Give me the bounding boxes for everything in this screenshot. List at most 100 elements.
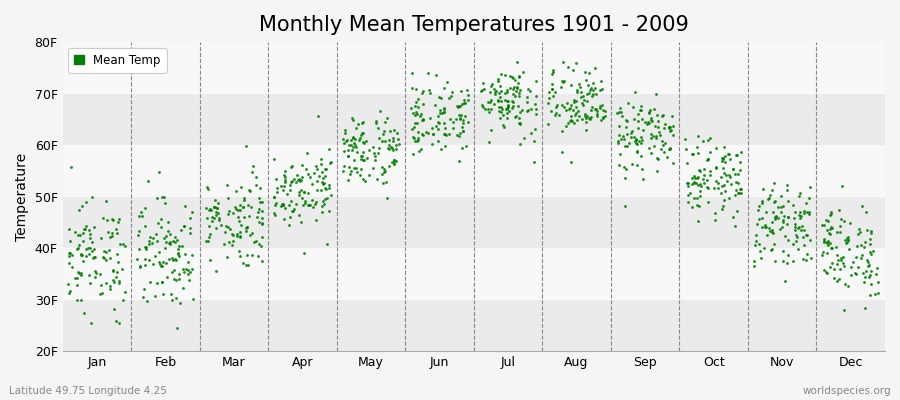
Point <box>631 111 645 118</box>
Point <box>239 252 254 258</box>
Point <box>843 264 858 270</box>
Point <box>345 147 359 154</box>
Point <box>70 244 85 251</box>
Point <box>313 156 328 162</box>
Point <box>425 141 439 148</box>
Point <box>634 107 648 114</box>
Point <box>338 126 353 133</box>
Point <box>508 93 522 99</box>
Point <box>778 232 792 239</box>
Point <box>62 259 77 266</box>
Point <box>628 136 643 142</box>
Point <box>275 202 290 208</box>
Point <box>239 224 254 230</box>
Point <box>310 113 325 119</box>
Point <box>445 89 459 96</box>
Point <box>171 250 185 256</box>
Point <box>391 130 405 136</box>
Point <box>822 230 836 236</box>
Point <box>236 204 250 210</box>
Point <box>317 201 331 207</box>
Point <box>484 127 499 134</box>
Point <box>431 94 446 100</box>
Point <box>491 78 506 84</box>
Point <box>455 128 470 135</box>
Point <box>316 181 330 187</box>
Point <box>477 86 491 92</box>
Point <box>824 209 839 216</box>
Point <box>207 204 221 210</box>
Point <box>61 226 76 232</box>
Point <box>630 149 644 156</box>
Point <box>229 203 243 210</box>
Point <box>778 213 792 219</box>
Point <box>500 115 515 121</box>
Point <box>76 226 91 232</box>
Point <box>714 190 728 196</box>
Point <box>657 148 671 155</box>
Point <box>830 229 844 236</box>
Point <box>755 214 770 221</box>
Point <box>103 234 117 240</box>
Point <box>799 257 814 264</box>
Point <box>324 159 338 165</box>
Point <box>301 190 315 196</box>
Point <box>406 110 420 117</box>
Point <box>296 250 310 256</box>
Point <box>697 180 711 186</box>
Point <box>79 199 94 206</box>
Point <box>588 64 602 71</box>
Point <box>172 276 186 282</box>
Point <box>491 108 506 115</box>
Point <box>377 169 392 176</box>
Point <box>617 143 632 150</box>
Point <box>837 281 851 288</box>
Point <box>166 238 180 244</box>
Point <box>245 169 259 175</box>
Point <box>356 119 370 126</box>
Point <box>85 239 99 246</box>
Point <box>546 67 561 74</box>
Point <box>435 110 449 116</box>
Point <box>232 234 247 240</box>
Point <box>362 172 376 178</box>
Point <box>644 131 658 137</box>
Point <box>269 200 284 206</box>
Point <box>255 258 269 264</box>
Point <box>454 101 469 108</box>
Point <box>164 291 178 297</box>
Point <box>663 127 678 133</box>
Point <box>155 194 169 200</box>
Point <box>711 185 725 191</box>
Point <box>556 77 571 84</box>
Point <box>446 124 460 131</box>
Title: Monthly Mean Temperatures 1901 - 2009: Monthly Mean Temperatures 1901 - 2009 <box>259 15 688 35</box>
Point <box>635 116 650 122</box>
Point <box>456 97 471 103</box>
Point <box>794 213 808 219</box>
Point <box>690 202 705 208</box>
Point <box>719 178 733 184</box>
Point <box>687 180 701 186</box>
Bar <box>62 145 885 197</box>
Point <box>836 263 850 270</box>
Point <box>635 127 650 133</box>
Point <box>356 156 370 163</box>
Point <box>646 132 661 139</box>
Point <box>647 143 662 149</box>
Point <box>840 239 854 245</box>
Bar <box>62 197 885 248</box>
Point <box>823 230 837 237</box>
Point <box>155 263 169 269</box>
Point <box>442 130 456 137</box>
Point <box>412 148 427 154</box>
Point <box>549 104 563 110</box>
Point <box>556 104 571 110</box>
Point <box>318 166 332 172</box>
Point <box>455 145 470 152</box>
Point <box>386 138 400 144</box>
Point <box>168 295 183 301</box>
Point <box>346 116 361 123</box>
Point <box>715 183 729 189</box>
Point <box>788 227 803 233</box>
